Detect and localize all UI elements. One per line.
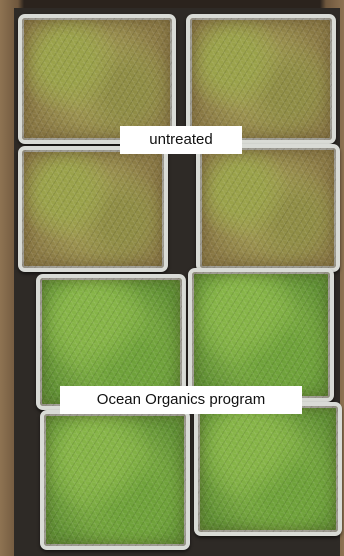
treated-turf-pot xyxy=(36,274,186,410)
untreated-turf-pot xyxy=(18,14,176,144)
untreated-turf-pot xyxy=(18,146,168,272)
treated-turf-pot xyxy=(40,410,190,550)
treated-label: Ocean Organics program xyxy=(60,386,302,414)
treated-turf-pot xyxy=(194,402,342,536)
untreated-turf-pot xyxy=(186,14,336,144)
untreated-turf-pot xyxy=(196,144,340,272)
treated-turf-pot xyxy=(188,268,334,402)
untreated-label: untreated xyxy=(120,126,242,154)
